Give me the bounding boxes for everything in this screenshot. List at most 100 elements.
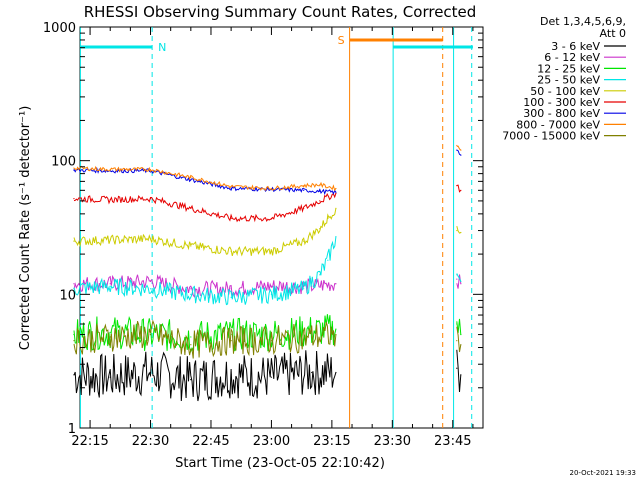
data-point — [303, 189, 305, 191]
data-point — [190, 293, 192, 295]
series-line — [73, 236, 337, 306]
series-line — [73, 314, 337, 353]
legend-label: 50 - 100 keV — [530, 85, 600, 98]
data-point — [230, 340, 232, 342]
series-3-6keV — [73, 349, 462, 402]
data-point — [230, 374, 232, 376]
annotation-s: S — [338, 34, 345, 47]
data-point — [270, 293, 273, 295]
data-point — [327, 217, 329, 219]
data-point — [460, 344, 462, 346]
series-line — [456, 318, 462, 335]
data-point — [73, 167, 75, 169]
legend-label: 12 - 25 keV — [537, 62, 600, 75]
data-point — [456, 323, 458, 325]
plot-frame — [79, 26, 484, 429]
data-point — [190, 207, 192, 209]
data-point — [230, 187, 232, 190]
data-point — [456, 144, 458, 147]
data-point — [270, 250, 273, 252]
data-point — [460, 333, 462, 336]
data-point — [109, 283, 111, 285]
series-50-100keV — [73, 207, 462, 257]
x-tick-label: 23:00 — [253, 434, 290, 449]
series-line — [73, 350, 337, 402]
data-point — [270, 340, 273, 342]
data-point — [230, 217, 232, 219]
series-line — [456, 184, 462, 193]
data-point — [190, 176, 192, 178]
legend-label: 300 - 800 keV — [523, 107, 600, 120]
data-point — [230, 288, 232, 290]
data-point — [303, 207, 305, 209]
data-point — [73, 283, 75, 285]
series-25-50keV — [73, 236, 462, 306]
data-point — [303, 240, 305, 242]
data-point — [149, 168, 152, 171]
plot-area: N S 22:15 22:30 22:45 23:00 23:15 23:30 23:45 1 1… — [43, 21, 484, 449]
data-point — [460, 280, 462, 282]
data-point — [270, 376, 273, 378]
data-point — [335, 371, 337, 374]
data-point — [319, 274, 321, 276]
y-tick-label: 10 — [59, 288, 76, 303]
data-point — [149, 288, 152, 290]
x-tick-label: 22:45 — [192, 434, 229, 449]
data-point — [460, 283, 462, 285]
data-point — [327, 259, 329, 261]
legend-header: Det 1,3,4,5,6,9, — [540, 15, 626, 28]
data-point — [460, 231, 462, 234]
data-point — [109, 376, 111, 378]
data-point — [190, 179, 192, 181]
legend-header: Att 0 — [600, 27, 626, 40]
data-point — [456, 229, 458, 232]
data-point — [109, 239, 111, 241]
data-point — [149, 280, 152, 282]
series-line — [456, 225, 462, 234]
data-point — [460, 154, 462, 156]
x-tick-label: 22:15 — [71, 434, 108, 449]
annotation-n: N — [158, 41, 166, 54]
data-point — [190, 379, 192, 381]
series-line — [456, 326, 462, 353]
data-point — [456, 274, 458, 276]
x-tick-label: 23:30 — [374, 434, 411, 449]
data-point — [270, 187, 273, 190]
legend-label: 3 - 6 keV — [551, 40, 600, 53]
data-point — [319, 184, 321, 186]
data-point — [270, 217, 273, 219]
data-point — [73, 198, 75, 200]
data-point — [335, 328, 337, 330]
series-line — [456, 349, 462, 393]
series-line — [73, 165, 337, 192]
data-point — [456, 278, 458, 280]
data-point — [460, 189, 462, 191]
footer-timestamp: 20-Oct-2021 19:33 — [570, 469, 636, 477]
data-point — [335, 191, 337, 193]
data-point — [319, 228, 321, 230]
data-point — [319, 200, 321, 202]
series-100-300keV — [73, 184, 462, 223]
legend-label: 6 - 12 keV — [544, 51, 600, 64]
data-point — [190, 336, 192, 338]
series-line — [73, 193, 337, 223]
series-300-800keV — [73, 149, 462, 196]
data-point — [149, 371, 152, 374]
data-point — [456, 340, 458, 342]
y-tick-label: 100 — [51, 155, 76, 170]
series-line — [73, 208, 337, 257]
series-line — [73, 166, 337, 196]
data-point — [73, 333, 75, 336]
data-point — [335, 207, 337, 209]
data-point — [190, 288, 192, 290]
data-point — [230, 185, 232, 188]
data-point — [311, 371, 313, 374]
series-line — [456, 273, 462, 282]
series-line — [73, 273, 336, 299]
chart-title: RHESSI Observing Summary Count Rates, Co… — [84, 3, 477, 21]
data-point — [460, 374, 462, 376]
legend-label: 7000 - 15000 keV — [502, 130, 600, 143]
data-point — [109, 336, 111, 338]
